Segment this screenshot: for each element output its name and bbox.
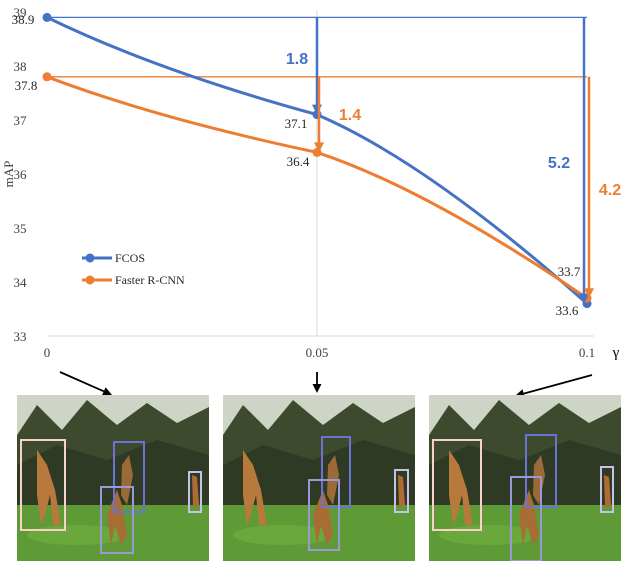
thumbnail-gamma-0 [17, 395, 209, 561]
data-point-faster-r-cnn-0 [42, 72, 52, 82]
drop-label-1.4: 1.4 [339, 107, 361, 124]
legend-marker-faster-r-cnn [85, 275, 95, 285]
legend-marker-fcos [85, 253, 95, 263]
y-tick-label-38: 38 [14, 59, 27, 74]
y-tick-label-33: 33 [14, 329, 27, 344]
thumbnail-arrow-head-1 [312, 384, 322, 393]
data-point-fcos-0 [42, 12, 52, 22]
data-label-fcos-0.1: 33.6 [556, 303, 579, 318]
drop-arrow-head-2 [579, 293, 589, 304]
y-tick-label-37: 37 [14, 113, 28, 128]
legend-label-faster-r-cnn: Faster R-CNN [115, 273, 185, 287]
thumbnail-arrow-2 [523, 374, 593, 395]
x-tick-label-0.1: 0.1 [579, 345, 595, 360]
legend: FCOS Faster R-CNN [82, 251, 185, 287]
y-axis-title: mAP [1, 161, 16, 188]
x-tick-label-0.05: 0.05 [306, 345, 329, 360]
drop-label-5.2: 5.2 [548, 155, 570, 172]
y-tick-label-39: 39 [14, 5, 27, 20]
data-label-faster-r-cnn-0.1: 33.7 [558, 264, 581, 279]
drop-label-4.2: 4.2 [599, 182, 621, 199]
data-label-faster-r-cnn-0: 37.8 [15, 78, 38, 93]
drop-label-1.8: 1.8 [286, 51, 308, 68]
legend-label-fcos: FCOS [115, 251, 145, 265]
y-tick-label-34: 34 [14, 275, 28, 290]
map-vs-gamma-chart: 33 34 35 36 37 38 39 0 0.05 0.1 mAP γ 38.9 37.1 33… [1, 5, 621, 395]
thumbnail-arrow-head-2 [516, 389, 525, 395]
data-label-fcos-0.05: 37.1 [285, 116, 308, 131]
drop-arrow-head-3 [584, 288, 594, 299]
data-label-fcos-0: 38.9 [12, 12, 35, 27]
thumbnail-gamma-0.05 [223, 395, 415, 561]
thumbnail-gamma-0.1 [429, 395, 621, 561]
x-axis-title: γ [612, 345, 620, 361]
thumbnail-arrow-0 [59, 371, 105, 393]
data-label-faster-r-cnn-0.05: 36.4 [287, 154, 310, 169]
y-tick-label-35: 35 [14, 221, 27, 236]
y-tick-label-36: 36 [14, 167, 28, 182]
x-tick-label-0: 0 [44, 345, 51, 360]
thumbnail-arrow-head-0 [102, 387, 112, 395]
drop-arrow-head-1 [314, 142, 324, 153]
